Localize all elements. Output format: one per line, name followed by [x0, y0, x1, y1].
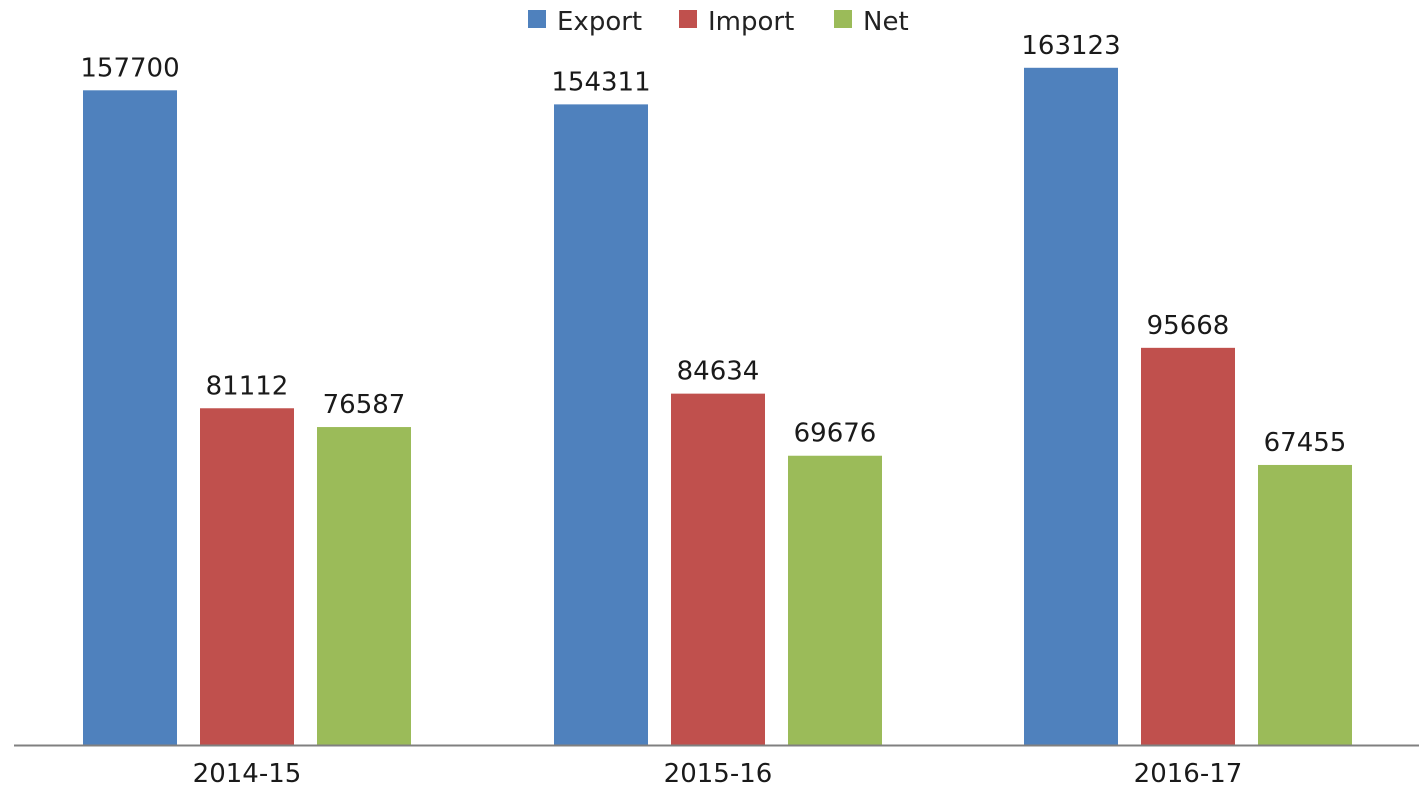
data-label-export-2014-15: 157700 [80, 53, 179, 83]
legend-label-net: Net [863, 7, 909, 37]
bar-import-2015-16 [671, 393, 765, 745]
data-label-export-2016-17: 163123 [1021, 31, 1120, 61]
data-label-import-2014-15: 81112 [206, 371, 289, 401]
legend-swatch-export [528, 10, 546, 28]
legend-swatch-import [679, 10, 697, 28]
data-label-import-2015-16: 84634 [677, 357, 760, 387]
legend: Export Import Net [528, 7, 909, 37]
bar-export-2014-15 [83, 90, 177, 746]
bar-export-2015-16 [554, 104, 648, 745]
legend-label-import: Import [708, 7, 794, 37]
bar-net-2014-15 [317, 427, 411, 745]
legend-swatch-net [834, 10, 852, 28]
bar-net-2016-17 [1258, 464, 1352, 745]
bars-group [83, 67, 1352, 746]
bar-export-2016-17 [1024, 67, 1118, 745]
data-label-import-2016-17: 95668 [1147, 311, 1230, 341]
bar-import-2016-17 [1141, 347, 1235, 745]
bar-net-2015-16 [788, 455, 882, 745]
category-label-2014-15: 2014-15 [193, 759, 302, 789]
legend-label-export: Export [557, 7, 642, 37]
data-label-export-2015-16: 154311 [551, 67, 650, 97]
bar-import-2014-15 [200, 408, 294, 745]
category-label-2015-16: 2015-16 [664, 759, 773, 789]
data-labels-group: 157700 81112 76587 154311 84634 69676 163123 95… [80, 31, 1346, 458]
data-label-net-2016-17: 67455 [1264, 428, 1347, 458]
data-label-net-2014-15: 76587 [323, 390, 406, 420]
category-label-2016-17: 2016-17 [1134, 759, 1243, 789]
data-label-net-2015-16: 69676 [794, 419, 877, 449]
category-labels-group: 2014-15 2015-16 2016-17 [193, 759, 1243, 789]
